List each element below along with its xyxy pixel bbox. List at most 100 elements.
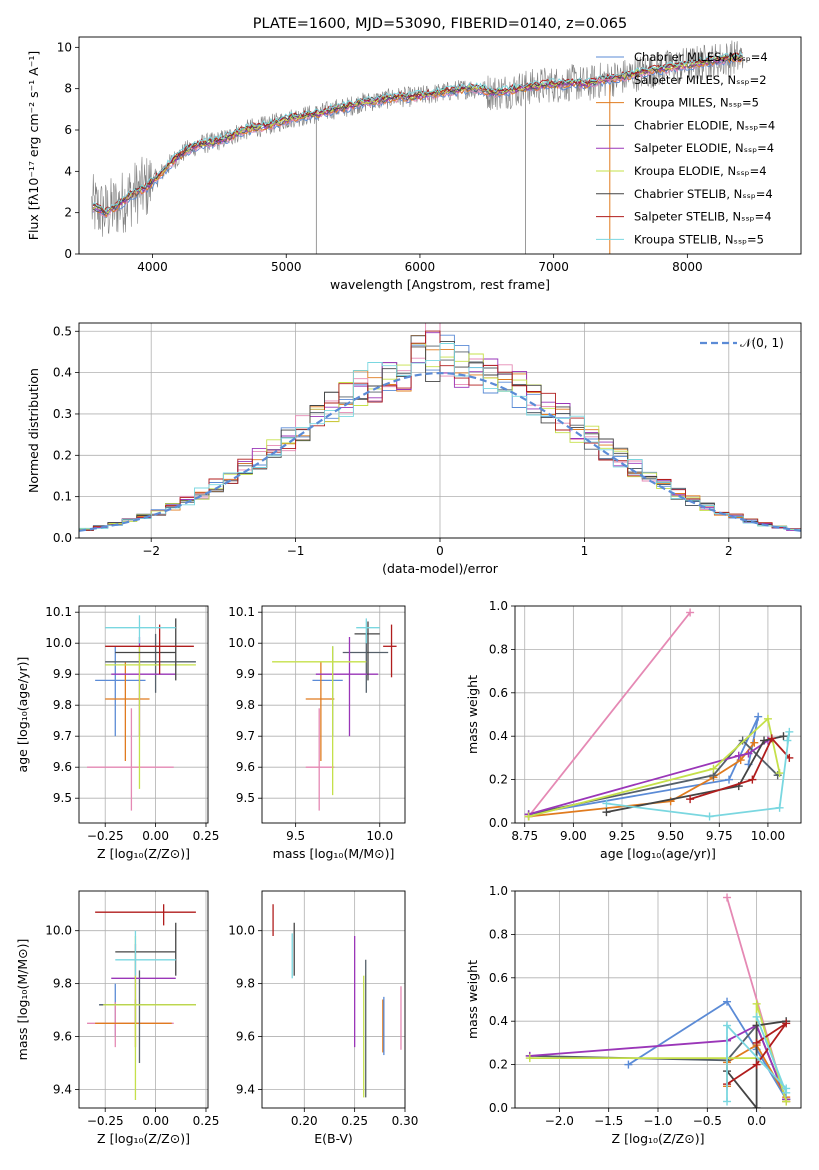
y-tick-label: 0.2 (489, 773, 508, 787)
y-tick-label: 2 (64, 206, 72, 220)
y-tick-label: 9.9 (236, 667, 255, 681)
x-tick-label: −2.0 (545, 1114, 574, 1128)
y-tick-label: 9.9 (53, 667, 72, 681)
axes-frame (78, 322, 802, 539)
mass_age-panel: 9.5 10.0 9.5 9.6 9.7 9.8 9.9 10.0 10.1 mass [log₁… (228, 605, 406, 861)
y-tick-label: 0.2 (489, 1058, 508, 1072)
axes-frame (78, 890, 209, 1109)
y-tick-label: 0.6 (489, 971, 508, 985)
weight-series-line (528, 717, 781, 818)
y-tick-label: 0.4 (53, 366, 72, 380)
x-tick-label: 0.30 (392, 1114, 419, 1128)
age_weight-plot-area (524, 608, 794, 821)
spectrum-plot-area (91, 40, 744, 254)
y-tick-label: 9.4 (236, 1082, 255, 1096)
legend-label: Salpeter ELODIE, Nₛₛₚ=4 (634, 141, 774, 155)
legend-label: Salpeter STELIB, Nₛₛₚ=4 (634, 210, 772, 224)
x-tick-label: 8000 (672, 260, 703, 274)
legend-label: Chabrier STELIB, Nₛₛₚ=4 (634, 187, 773, 201)
axes-frame (514, 890, 802, 1109)
x-axis-label: age [log₁₀(age/yr)] (600, 846, 716, 861)
x-tick-label: 9.5 (286, 829, 305, 843)
x-tick-label: −0.5 (693, 1114, 722, 1128)
y-tick-label: 9.7 (53, 729, 72, 743)
y-tick-label: 10.0 (45, 636, 72, 650)
y-tick-label: 1.0 (489, 599, 508, 613)
x-tick-label: 0.25 (193, 829, 220, 843)
x-axis-label: Z [log₁₀(Z/Z⊙)] (97, 846, 190, 861)
y-tick-label: 0.2 (53, 448, 72, 462)
x-tick-label: 9.75 (706, 829, 733, 843)
y-tick-label: 4 (64, 164, 72, 178)
x-tick-label: 6000 (405, 260, 436, 274)
axes-frame (78, 605, 209, 824)
y-tick-label: 0.0 (489, 816, 508, 830)
x-tick-label: 9.00 (560, 829, 587, 843)
legend-label: 𝒩(0, 1) (740, 336, 784, 350)
y-tick-label: 0.5 (53, 324, 72, 338)
legend-label: Chabrier MILES, Nₛₛₚ=4 (634, 50, 768, 64)
age_weight-panel: 8.75 9.00 9.25 9.50 9.75 10.00 0.0 0.2 0.4 0.6 0.8… (465, 599, 802, 861)
normal-distribution-curve (79, 371, 801, 532)
y-tick-label: 10.0 (45, 924, 72, 938)
x-tick-label: 7000 (538, 260, 569, 274)
y-tick-label: 0.0 (489, 1101, 508, 1115)
x-tick-label: 2 (725, 544, 733, 558)
z_weight-plot-area (525, 893, 791, 1108)
legend-label: Chabrier ELODIE, Nₛₛₚ=4 (634, 118, 775, 132)
axes-frame (514, 605, 802, 824)
x-tick-label: 0 (436, 544, 444, 558)
y-tick-label: 0 (64, 247, 72, 261)
x-axis-label: Z [log₁₀(Z/Z⊙)] (97, 1131, 190, 1146)
weight-series-line (527, 611, 691, 818)
z_weight-panel: −2.0 −1.5 −1.0 −0.5 0.0 0.0 0.2 0.4 0.6 0.8 1.0 Z [… (465, 884, 802, 1146)
x-tick-label: −1.0 (643, 1114, 672, 1128)
model-fit-line (92, 54, 743, 214)
y-tick-label: 1.0 (489, 884, 508, 898)
x-tick-label: 10.0 (366, 829, 393, 843)
x-axis-label: mass [log₁₀(M/M⊙)] (273, 846, 395, 861)
y-axis-label: mass weight (465, 960, 480, 1039)
weight-series-line (689, 736, 790, 800)
y-tick-label: 10.1 (45, 605, 72, 619)
y-tick-label: 10.1 (228, 605, 255, 619)
weight-series-line (726, 1022, 787, 1085)
legend-label: Salpeter MILES, Nₛₛₚ=2 (634, 73, 767, 87)
x-tick-label: 0.00 (142, 1114, 169, 1128)
y-tick-label: 9.5 (236, 791, 255, 805)
y-tick-label: 0.4 (489, 1014, 508, 1028)
y-axis-label: Normed distribution (26, 368, 41, 493)
x-tick-label: 0.20 (291, 1114, 318, 1128)
x-tick-label: 10.00 (751, 829, 785, 843)
x-axis-label: Z [log₁₀(Z/Z⊙)] (612, 1131, 705, 1146)
y-tick-label: 9.6 (53, 760, 72, 774)
y-tick-label: 8 (64, 82, 72, 96)
y-axis-label: age [log₁₀(age/yr)] (15, 657, 30, 773)
y-tick-label: 9.8 (53, 698, 72, 712)
x-tick-label: −2 (142, 544, 160, 558)
ebv_mass-panel: 0.20 0.25 0.30 9.4 9.6 9.8 10.0 E(B-V) (228, 890, 419, 1146)
x-tick-label: 9.50 (657, 829, 684, 843)
axes-frame (261, 605, 406, 824)
axes-frame (78, 36, 802, 255)
residuals-panel: −2 −1 0 1 2 0.0 0.1 0.2 0.3 0.4 0.5 (data-model)/er… (26, 322, 802, 576)
spectrum-panel: 4000 5000 6000 7000 8000 0 2 4 6 8 10 wavelength [A… (26, 16, 802, 292)
x-axis-label: E(B-V) (314, 1131, 353, 1146)
x-tick-label: 5000 (271, 260, 302, 274)
y-axis-label: mass weight (465, 675, 480, 754)
x-tick-label: −1 (287, 544, 305, 558)
x-tick-label: 8.75 (511, 829, 538, 843)
z_mass-plot-area (87, 904, 196, 1101)
model-fit-line (92, 51, 743, 213)
x-tick-label: 1 (581, 544, 589, 558)
y-axis-label: Flux [fλ10⁻¹⁷ erg cm⁻² s⁻¹ A⁻¹] (26, 51, 41, 240)
weight-series-line (529, 1024, 788, 1100)
y-tick-label: 9.8 (53, 977, 72, 991)
residual-histogram-step (79, 343, 801, 538)
y-tick-label: 0.0 (53, 531, 72, 545)
weight-series-line (528, 716, 760, 816)
x-tick-label: 4000 (137, 260, 168, 274)
y-tick-label: 9.8 (236, 698, 255, 712)
ebv_mass-plot-area (272, 904, 402, 1098)
